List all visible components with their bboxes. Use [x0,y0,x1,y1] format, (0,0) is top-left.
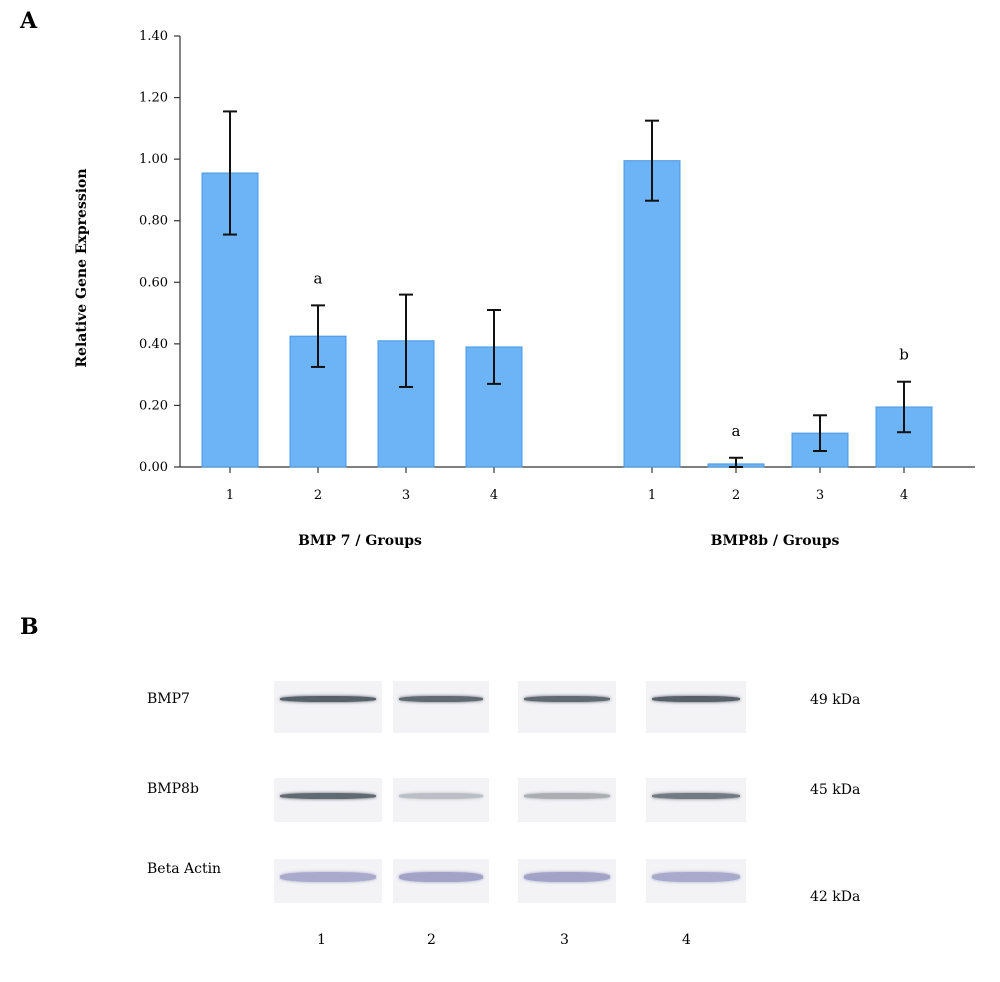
blot-band [652,872,740,882]
bar [623,160,681,468]
blot-lane-background [393,778,489,822]
blot-kda-label: 45 kDa [810,782,861,798]
blot-lane-background [646,778,746,822]
y-tick-label: 0.20 [139,398,168,413]
blot-band [399,696,483,702]
y-tick-label: 0.40 [139,337,168,352]
blot-lane-number: 2 [427,932,436,948]
significance-label: a [732,422,741,440]
blot-kda-label: 42 kDa [810,889,861,905]
x-axis: 1 2 3 4 1 2 3 4 [180,466,975,503]
y-tick-label: 1.20 [139,91,168,106]
bar-chart: 0.00 0.20 0.40 0.60 0.80 1.00 1.20 1.40 1 2 3 4 1 2 3… [74,29,975,549]
blot-band [524,793,610,799]
western-blot: BMP7 49 kDa BMP8b 45 kDa Beta Actin 42 kDa 1 2 3… [0,600,1000,982]
blot-band [524,696,610,702]
y-axis: 0.00 0.20 0.40 0.60 0.80 1.00 1.20 1.40 [139,29,181,475]
group-title: BMP8b / Groups [711,533,840,549]
x-tick-label: 3 [402,488,410,503]
blot-band [280,872,376,882]
blot-lane-background [393,681,489,733]
y-tick-label: 0.60 [139,275,168,290]
x-tick-label: 1 [648,488,656,503]
blot-lane-background [274,778,382,822]
blot-band [652,793,740,799]
y-tick-label: 1.40 [139,29,168,44]
blot-lane-background [274,681,382,733]
blot-band [652,696,740,702]
blot-row-label: BMP8b [147,781,199,797]
blot-lane-number: 4 [682,932,691,948]
panel-a-label: A [20,8,38,34]
x-tick-label: 4 [490,488,498,503]
blot-band [280,696,376,702]
significance-label: b [899,346,909,364]
blot-row-label: Beta Actin [147,861,222,877]
x-tick-label: 3 [816,488,824,503]
blot-lane-background [646,681,746,733]
blot-kda-label: 49 kDa [810,692,861,708]
chart-labels: a BMP 7 / Groups a b BMP8b / Groups [298,269,909,549]
x-tick-label: 2 [314,488,322,503]
group-title: BMP 7 / Groups [298,533,422,549]
blot-lane-background [518,778,616,822]
x-tick-label: 1 [226,488,234,503]
x-tick-label: 2 [732,488,740,503]
x-tick-label: 4 [900,488,908,503]
blot-lane-number: 1 [317,932,326,948]
y-tick-label: 0.00 [139,460,168,475]
error-bars [223,110,911,468]
significance-label: a [314,269,323,287]
panel-b-label: B [20,614,39,640]
blot-row-label: BMP7 [147,691,190,707]
y-tick-label: 1.00 [139,152,168,167]
blot-lane-number: 3 [560,932,569,948]
blot-band [399,793,483,799]
blot-lane-background [518,681,616,733]
y-axis-title: Relative Gene Expression [74,168,90,367]
y-tick-label: 0.80 [139,214,168,229]
blot-band [524,872,610,882]
blot-band [280,793,376,799]
blot-band [399,872,483,882]
bars [201,160,933,468]
